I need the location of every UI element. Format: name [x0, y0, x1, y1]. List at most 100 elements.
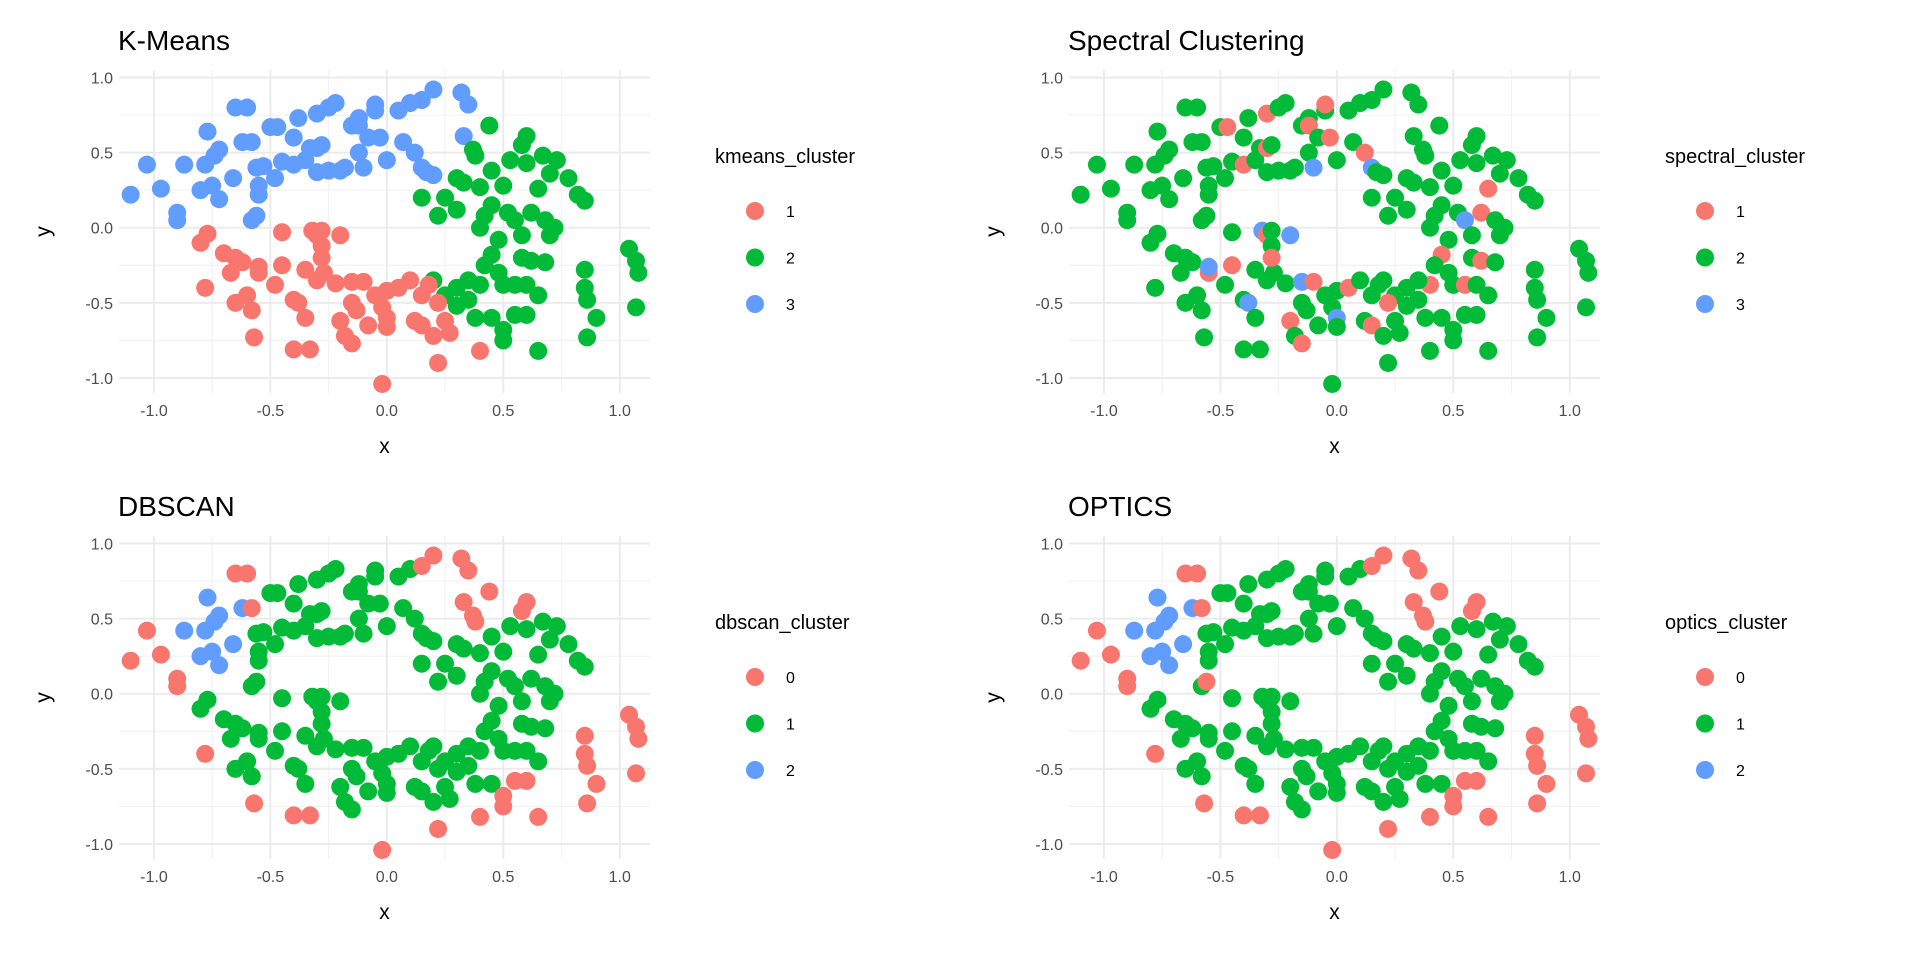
data-point [1192, 599, 1211, 618]
data-point [242, 133, 261, 152]
data-point [1444, 331, 1463, 350]
x-tick-label: 0.5 [1442, 403, 1464, 420]
x-axis-label: x [379, 435, 390, 458]
data-point [1216, 741, 1235, 760]
x-axis-label: x [1329, 435, 1340, 458]
x-axis-label: x [379, 901, 390, 924]
data-point [319, 627, 338, 646]
y-tick-label: 1.0 [91, 71, 113, 88]
data-point [312, 136, 331, 155]
x-tick-label: -1.0 [140, 403, 168, 420]
data-point [1344, 599, 1363, 618]
data-point [238, 564, 257, 583]
data-point [137, 155, 156, 174]
data-point [533, 612, 552, 631]
data-point [1171, 729, 1190, 748]
data-point [522, 203, 541, 222]
data-point [1285, 624, 1304, 643]
data-point [331, 692, 350, 711]
data-point [419, 275, 438, 294]
data-point [470, 684, 489, 703]
data-point [1218, 584, 1237, 603]
data-point [1420, 807, 1439, 826]
data-point [268, 584, 287, 603]
data-point [1239, 575, 1258, 594]
data-point [1467, 305, 1486, 324]
legend-label: 2 [786, 251, 795, 268]
data-point [370, 594, 389, 613]
data-point [459, 95, 478, 114]
data-point [1262, 714, 1281, 733]
legend-key [1696, 668, 1714, 686]
data-point [210, 606, 229, 625]
data-point [501, 617, 520, 636]
data-point [424, 326, 443, 345]
data-point [289, 575, 308, 594]
data-point [1199, 723, 1218, 742]
data-point [1141, 233, 1160, 252]
data-point [1071, 185, 1090, 204]
data-point [377, 783, 396, 802]
data-point [312, 248, 331, 267]
data-point [1409, 95, 1428, 114]
x-tick-label: 1.0 [609, 869, 631, 886]
data-point [547, 617, 566, 636]
data-point [242, 767, 261, 786]
data-point [121, 651, 140, 670]
data-point [249, 723, 268, 742]
data-point [1327, 151, 1346, 170]
data-point [1239, 759, 1258, 778]
data-point [1432, 161, 1451, 180]
data-point [151, 645, 170, 664]
data-point [412, 316, 431, 335]
data-point [529, 341, 548, 360]
data-point [1204, 157, 1223, 176]
data-point [480, 116, 499, 135]
data-point [1299, 609, 1318, 628]
data-point [1216, 635, 1235, 654]
x-tick-label: 0.5 [492, 403, 514, 420]
data-point [1420, 218, 1439, 237]
data-point [221, 263, 240, 282]
x-tick-label: -1.0 [140, 869, 168, 886]
data-point [300, 806, 319, 825]
data-point [505, 211, 524, 230]
data-point [151, 179, 170, 198]
data-point [1486, 719, 1505, 738]
data-point [373, 374, 392, 393]
data-point [429, 759, 448, 778]
y-tick-label: -1.0 [85, 837, 113, 854]
data-point [1246, 726, 1265, 745]
data-point [1386, 188, 1405, 207]
data-point [210, 140, 229, 159]
data-point [1390, 789, 1409, 808]
data-point [1297, 767, 1316, 786]
data-point [459, 290, 478, 309]
data-point [289, 759, 308, 778]
data-point [1479, 286, 1498, 305]
legend-title: kmeans_cluster [715, 146, 855, 168]
data-point [268, 118, 287, 137]
data-point [1444, 797, 1463, 816]
data-point [238, 98, 257, 117]
data-point [1525, 260, 1544, 279]
data-point [1420, 684, 1439, 703]
panel-1: K-Means -1.0 -0.5 0.0 0.5 1.0 -1.0 -0.5 0.0 0.5 1.… [32, 25, 855, 458]
data-point [335, 158, 354, 177]
data-point [1467, 593, 1486, 612]
data-point [296, 774, 315, 793]
data-point [326, 560, 345, 579]
data-point [1320, 128, 1339, 147]
data-point [1299, 143, 1318, 162]
data-point [424, 792, 443, 811]
data-point [1125, 621, 1144, 640]
data-point [121, 185, 140, 204]
legend-label: 2 [1736, 763, 1745, 780]
data-point [1269, 627, 1288, 646]
data-point [429, 206, 448, 225]
x-tick-label: 0.0 [1326, 869, 1348, 886]
data-point [454, 127, 473, 146]
data-point [575, 657, 594, 676]
data-point [254, 623, 273, 642]
y-axis-label: y [982, 226, 1005, 237]
